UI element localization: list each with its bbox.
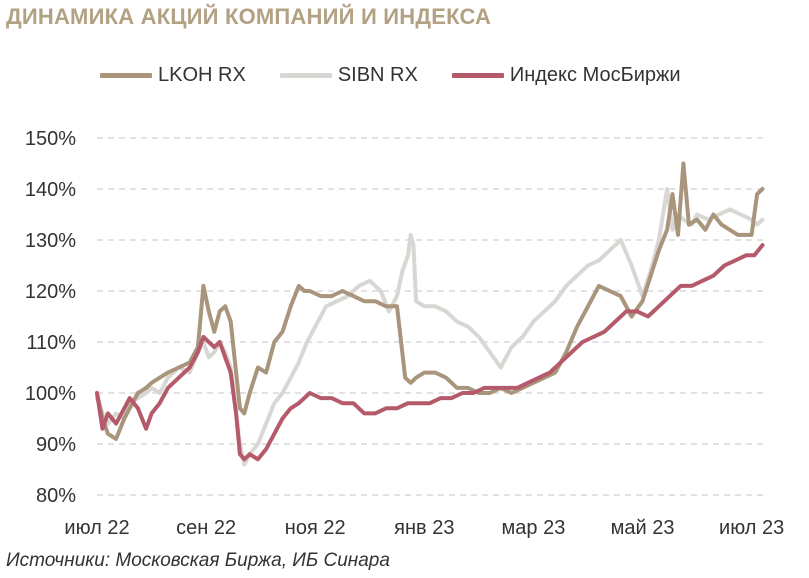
x-tick-label: мар 23 [502,517,566,539]
x-tick-label: ноя 22 [285,517,346,539]
source-note: Источники: Московская Биржа, ИБ Синара [6,550,390,571]
series-line-sibn [95,187,765,467]
y-tick-label: 120% [25,281,76,303]
x-tick-label: июл 23 [719,517,784,539]
x-tick-label: янв 23 [394,517,454,539]
legend-label-sibn: SIBN RX [337,63,418,86]
y-tick-label: 100% [25,383,76,405]
legend-label-lkoh: LKOH RX [158,63,246,86]
series-line-moex [95,243,765,462]
y-tick-label: 150% [25,128,76,150]
legend-swatch-moex [451,72,504,78]
legend-item-lkoh: LKOH RX [100,64,246,87]
chart-title: ДИНАМИКА АКЦИЙ КОМПАНИЙ И ИНДЕКСА [6,4,492,29]
x-tick-label: май 23 [611,517,675,539]
legend-item-moex: Индекс МосБиржи [451,63,681,87]
x-tick-label: сен 22 [176,517,236,539]
series-line-lkoh [95,161,765,441]
y-tick-label: 110% [26,332,76,354]
y-tick-label: 130% [25,230,76,252]
legend-label-moex: Индекс МосБиржи [509,63,681,86]
legend-swatch-sibn [279,72,332,78]
legend-swatch-lkoh [100,72,152,78]
legend: LKOH RX SIBN RX Индекс МосБиржи [100,62,715,88]
y-tick-label: 80% [36,485,76,507]
y-tick-label: 140% [25,179,76,201]
y-tick-label: 90% [36,434,76,456]
legend-item-sibn: SIBN RX [279,63,418,87]
x-tick-label: июл 22 [64,517,129,539]
